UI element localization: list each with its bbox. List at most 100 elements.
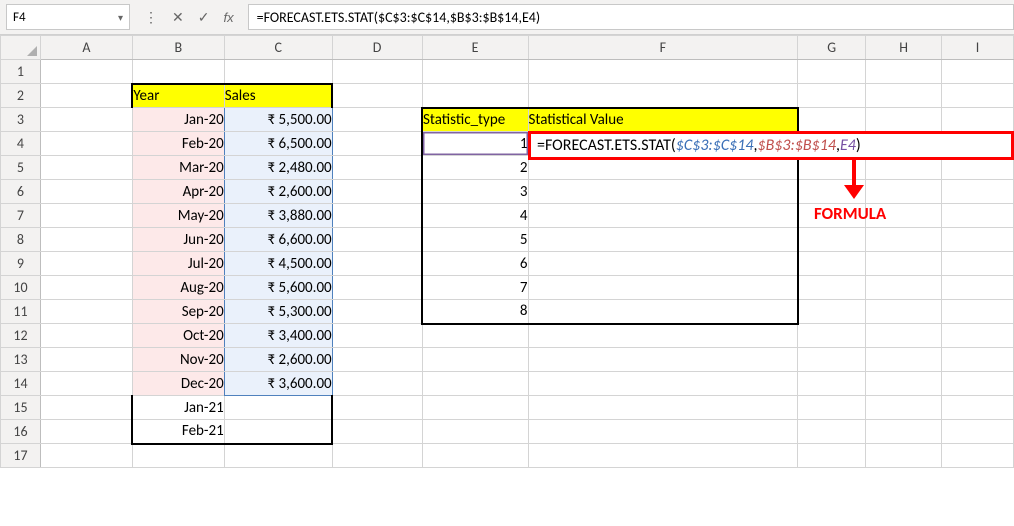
cell[interactable]: [332, 180, 422, 204]
cell[interactable]: [332, 300, 422, 324]
row-3[interactable]: 3: [1, 108, 41, 132]
cell[interactable]: [40, 420, 132, 444]
row-7[interactable]: 7: [1, 204, 41, 228]
cell[interactable]: [942, 300, 1014, 324]
cell[interactable]: [40, 228, 132, 252]
cell-stat-type[interactable]: 6: [422, 252, 528, 276]
cell-sales[interactable]: ₹ 2,600.00: [224, 348, 332, 372]
fx-icon[interactable]: fx: [223, 10, 233, 25]
header-sales[interactable]: Sales: [224, 84, 332, 108]
cell[interactable]: [332, 60, 422, 84]
cell[interactable]: [40, 132, 132, 156]
cell[interactable]: [40, 156, 132, 180]
cell[interactable]: [942, 228, 1014, 252]
cell-stat-type[interactable]: 2: [422, 156, 528, 180]
col-A[interactable]: A: [40, 36, 132, 60]
cell[interactable]: [332, 324, 422, 348]
cell[interactable]: [332, 252, 422, 276]
row-2[interactable]: 2: [1, 84, 41, 108]
cell[interactable]: [332, 396, 422, 420]
cell[interactable]: [332, 156, 422, 180]
enter-icon[interactable]: ✓: [198, 9, 210, 26]
cell[interactable]: [798, 228, 866, 252]
cell-year[interactable]: Feb-21: [132, 420, 224, 444]
cell-sales[interactable]: ₹ 4,500.00: [224, 252, 332, 276]
cell[interactable]: [528, 180, 798, 204]
cell-year[interactable]: Feb-20: [132, 132, 224, 156]
cell-sales[interactable]: [224, 396, 332, 420]
formula-input[interactable]: =FORECAST.ETS.STAT($C$3:$C$14,$B$3:$B$14…: [248, 4, 1014, 30]
cell-sales[interactable]: ₹ 5,600.00: [224, 276, 332, 300]
cell[interactable]: [40, 108, 132, 132]
row-11[interactable]: 11: [1, 300, 41, 324]
cell[interactable]: [40, 444, 132, 468]
cell[interactable]: [132, 60, 224, 84]
cell[interactable]: [942, 204, 1014, 228]
cell[interactable]: [332, 420, 422, 444]
cell[interactable]: [942, 84, 1014, 108]
cell[interactable]: [422, 324, 528, 348]
cell[interactable]: [40, 396, 132, 420]
cell[interactable]: [40, 84, 132, 108]
cell[interactable]: [332, 372, 422, 396]
cell-sales[interactable]: ₹ 6,600.00: [224, 228, 332, 252]
cell[interactable]: [528, 204, 798, 228]
cell-sales[interactable]: ₹ 5,300.00: [224, 300, 332, 324]
cell[interactable]: [866, 420, 942, 444]
cell[interactable]: [40, 300, 132, 324]
header-stat-value[interactable]: Statistical Value: [528, 108, 798, 132]
cell[interactable]: [422, 348, 528, 372]
row-14[interactable]: 14: [1, 372, 41, 396]
cell[interactable]: [332, 204, 422, 228]
cell-sales[interactable]: ₹ 3,600.00: [224, 372, 332, 396]
cell[interactable]: [422, 396, 528, 420]
cell-year[interactable]: Nov-20: [132, 348, 224, 372]
cell[interactable]: [40, 372, 132, 396]
cell[interactable]: [528, 348, 798, 372]
cell[interactable]: [798, 348, 866, 372]
cell[interactable]: [528, 252, 798, 276]
col-I[interactable]: I: [942, 36, 1014, 60]
cell-year[interactable]: Dec-20: [132, 372, 224, 396]
cell[interactable]: [942, 324, 1014, 348]
cell[interactable]: [798, 252, 866, 276]
name-box[interactable]: F4 ▾: [6, 4, 130, 30]
cell[interactable]: [866, 300, 942, 324]
col-C[interactable]: C: [224, 36, 332, 60]
cell[interactable]: [40, 252, 132, 276]
cell[interactable]: [528, 420, 798, 444]
cell[interactable]: [942, 420, 1014, 444]
cell[interactable]: [40, 180, 132, 204]
cell-year[interactable]: Oct-20: [132, 324, 224, 348]
row-4[interactable]: 4: [1, 132, 41, 156]
cell-sales[interactable]: ₹ 6,500.00: [224, 132, 332, 156]
cell[interactable]: [332, 132, 422, 156]
cell[interactable]: [942, 372, 1014, 396]
cell[interactable]: [40, 276, 132, 300]
cell[interactable]: [866, 444, 942, 468]
cell[interactable]: [332, 228, 422, 252]
cell-year[interactable]: Jan-21: [132, 396, 224, 420]
cell[interactable]: [422, 420, 528, 444]
cell[interactable]: [942, 276, 1014, 300]
cell[interactable]: [866, 180, 942, 204]
select-all-corner[interactable]: [1, 36, 41, 60]
cell-sales[interactable]: ₹ 5,500.00: [224, 108, 332, 132]
col-H[interactable]: H: [866, 36, 942, 60]
cell[interactable]: [866, 396, 942, 420]
cell[interactable]: [798, 84, 866, 108]
row-13[interactable]: 13: [1, 348, 41, 372]
cell[interactable]: [942, 252, 1014, 276]
cell-stat-type[interactable]: 8: [422, 300, 528, 324]
cell-year[interactable]: Jul-20: [132, 252, 224, 276]
cell[interactable]: [942, 108, 1014, 132]
cell[interactable]: [40, 324, 132, 348]
cell[interactable]: [422, 444, 528, 468]
cell[interactable]: [528, 228, 798, 252]
col-E[interactable]: E: [422, 36, 528, 60]
row-10[interactable]: 10: [1, 276, 41, 300]
cell[interactable]: [40, 60, 132, 84]
cell-stat-type[interactable]: 4: [422, 204, 528, 228]
cell-year[interactable]: Aug-20: [132, 276, 224, 300]
cell[interactable]: [942, 396, 1014, 420]
